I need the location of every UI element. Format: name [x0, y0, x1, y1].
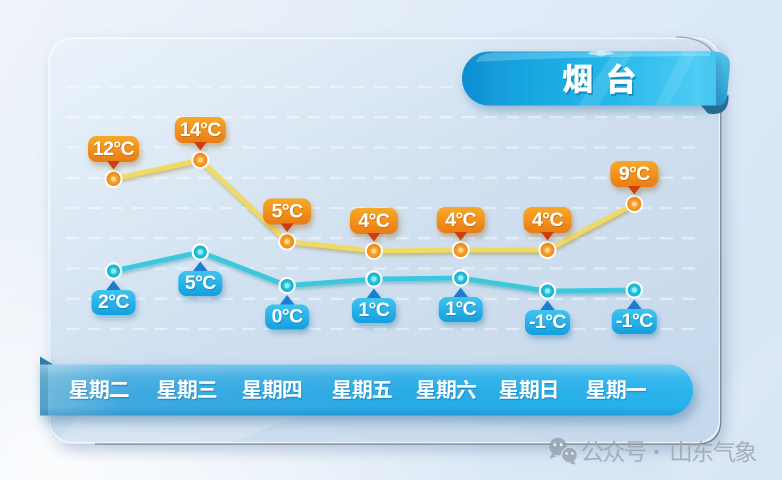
svg-text:4°C: 4°C [445, 209, 476, 231]
svg-text:-1°C: -1°C [617, 311, 654, 333]
svg-text:5°C: 5°C [185, 272, 216, 294]
svg-text:-1°C: -1°C [616, 310, 653, 332]
svg-text:12°C: 12°C [93, 138, 135, 160]
svg-text:0°C: 0°C [272, 307, 303, 329]
svg-text:2°C: 2°C [98, 291, 129, 313]
svg-text:5°C: 5°C [186, 273, 217, 295]
svg-text:14°C: 14°C [181, 120, 223, 142]
svg-text:4°C: 4°C [533, 210, 564, 232]
svg-text:9°C: 9°C [619, 163, 650, 185]
svg-text:12°C: 12°C [94, 139, 136, 161]
svg-text:5°C: 5°C [272, 202, 303, 224]
svg-text:1°C: 1°C [358, 299, 389, 321]
svg-text:4°C: 4°C [532, 209, 563, 231]
svg-text:4°C: 4°C [358, 210, 389, 232]
svg-text:14°C: 14°C [180, 119, 222, 141]
svg-text:1°C: 1°C [446, 299, 477, 321]
svg-text:5°C: 5°C [272, 201, 303, 223]
svg-text:4°C: 4°C [359, 211, 390, 233]
svg-text:-1°C: -1°C [529, 311, 566, 333]
svg-text:0°C: 0°C [272, 306, 303, 328]
svg-text:4°C: 4°C [446, 210, 477, 232]
svg-text:-1°C: -1°C [530, 312, 567, 334]
svg-text:2°C: 2°C [99, 292, 130, 314]
svg-text:9°C: 9°C [620, 164, 651, 186]
svg-text:1°C: 1°C [445, 298, 476, 320]
svg-text:1°C: 1°C [359, 300, 390, 322]
